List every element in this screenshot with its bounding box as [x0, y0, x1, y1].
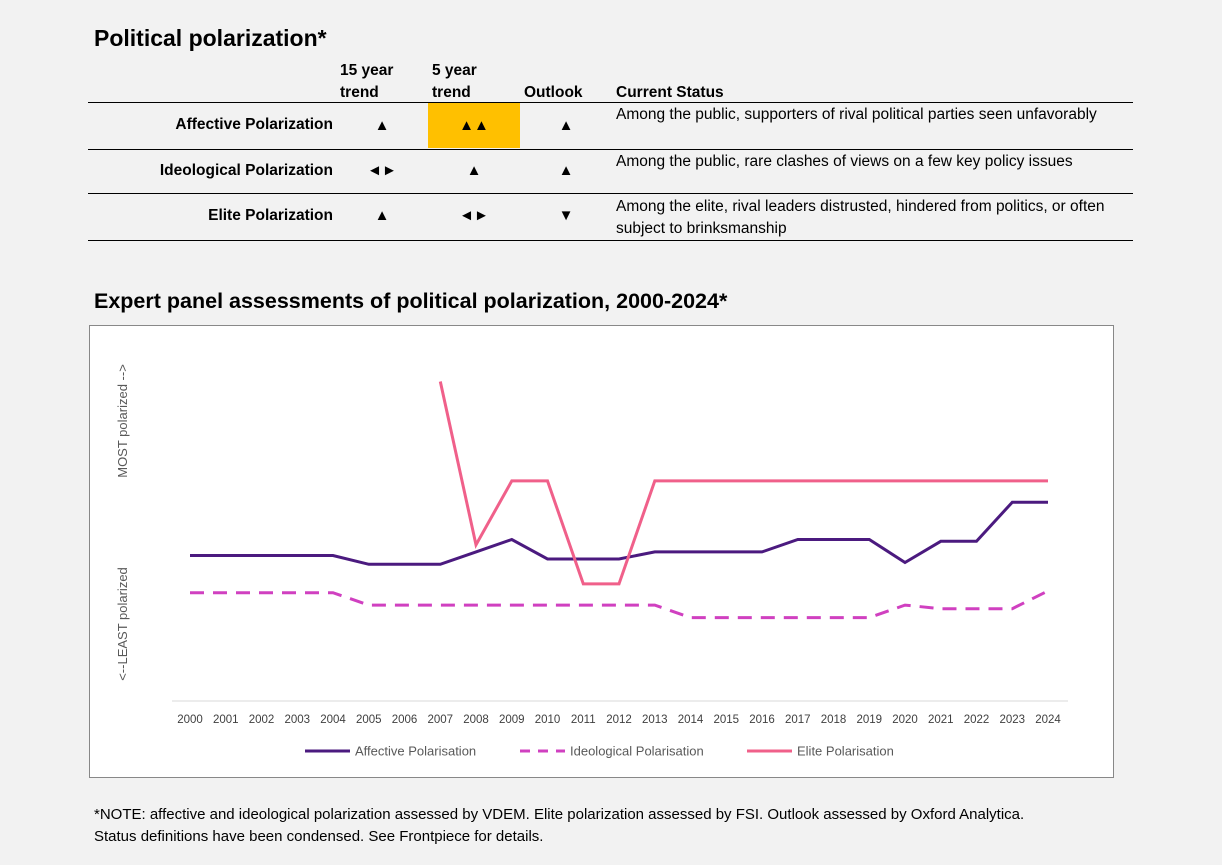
x-tick-label: 2016 [749, 714, 775, 726]
row-label-affective: Affective Polarization [175, 116, 333, 133]
table-rule [88, 149, 1133, 150]
x-tick-label: 2013 [642, 714, 668, 726]
legend-label: Affective Polarisation [355, 744, 476, 759]
footnote: *NOTE: affective and ideological polariz… [94, 804, 1194, 848]
status-affective: Among the public, supporters of rival po… [616, 106, 1097, 123]
series-line-affective-polarisation [190, 500, 1048, 566]
outlook-elite: ▼ [558, 207, 574, 224]
status-elite: Among the elite, rival leaders distruste… [616, 198, 1105, 237]
y-axis-label-most: MOST polarized --> [115, 364, 130, 478]
series-line-ideological-polarisation [190, 589, 1049, 620]
x-tick-label: 2011 [571, 714, 596, 726]
trend-highlight-cell [428, 103, 520, 148]
header-current-status: Current Status [616, 84, 724, 101]
x-tick-label: 2010 [535, 714, 561, 726]
trend5-ideological: ▲ [466, 162, 482, 179]
trend15-ideological: ◄► [367, 162, 397, 179]
legend-label: Ideological Polarisation [570, 744, 704, 759]
x-tick-label: 2001 [213, 714, 239, 726]
trend15-affective: ▲ [374, 117, 390, 134]
header-outlook: Outlook [524, 84, 583, 101]
x-tick-label: 2003 [284, 714, 310, 726]
x-tick-label: 2021 [928, 714, 954, 726]
series-line-elite-polarisation [438, 381, 1048, 586]
x-tick-label: 2000 [177, 714, 203, 726]
table-rule [88, 240, 1133, 241]
x-tick-label: 2015 [713, 714, 739, 726]
x-tick-label: 2004 [320, 714, 346, 726]
x-tick-label: 2020 [892, 714, 918, 726]
x-tick-label: 2007 [427, 714, 453, 726]
row-label-ideological: Ideological Polarization [159, 162, 333, 179]
table-rule [88, 102, 1133, 103]
y-axis-label-least: <--LEAST polarized [115, 567, 130, 681]
x-tick-label: 2005 [356, 714, 382, 726]
row-label-elite: Elite Polarization [208, 207, 333, 224]
outlook-ideological: ▲ [558, 162, 574, 179]
trend15-elite: ▲ [374, 207, 390, 224]
x-tick-label: 2012 [606, 714, 632, 726]
outlook-affective: ▲ [558, 117, 574, 134]
x-tick-label: 2008 [463, 714, 489, 726]
polarization-line-chart: 2000 2001 2002 2003 2004 2005 2006 2007 2008 2009… [115, 364, 1068, 759]
x-tick-label: 2014 [678, 714, 704, 726]
x-tick-label: 2009 [499, 714, 525, 726]
x-tick-label: 2023 [999, 714, 1025, 726]
page-title: Political polarization* [94, 25, 327, 51]
header-5-year-trend: 5 year trend [432, 62, 477, 101]
footnote-line-1: *NOTE: affective and ideological polariz… [94, 806, 1025, 823]
footnote-line-2: Status definitions have been condensed. … [94, 828, 544, 845]
chart-container: 2000 2001 2002 2003 2004 2005 2006 2007 2008 2009… [89, 325, 1114, 778]
table-rule [88, 193, 1133, 194]
status-ideological: Among the public, rare clashes of views … [616, 153, 1073, 170]
x-tick-label: 2018 [821, 714, 847, 726]
x-tick-label: 2017 [785, 714, 811, 726]
trend5-elite: ◄► [459, 207, 489, 224]
trend5-affective: ▲▲ [459, 117, 489, 134]
x-tick-label: 2019 [856, 714, 882, 726]
x-tick-label: 2006 [392, 714, 418, 726]
x-tick-label: 2002 [249, 714, 275, 726]
chart-title: Expert panel assessments of political po… [94, 289, 728, 313]
legend-label: Elite Polarisation [797, 744, 894, 759]
header-15-year-trend: 15 year trend [340, 62, 394, 101]
x-tick-label: 2022 [964, 714, 990, 726]
x-tick-label: 2024 [1035, 714, 1061, 726]
